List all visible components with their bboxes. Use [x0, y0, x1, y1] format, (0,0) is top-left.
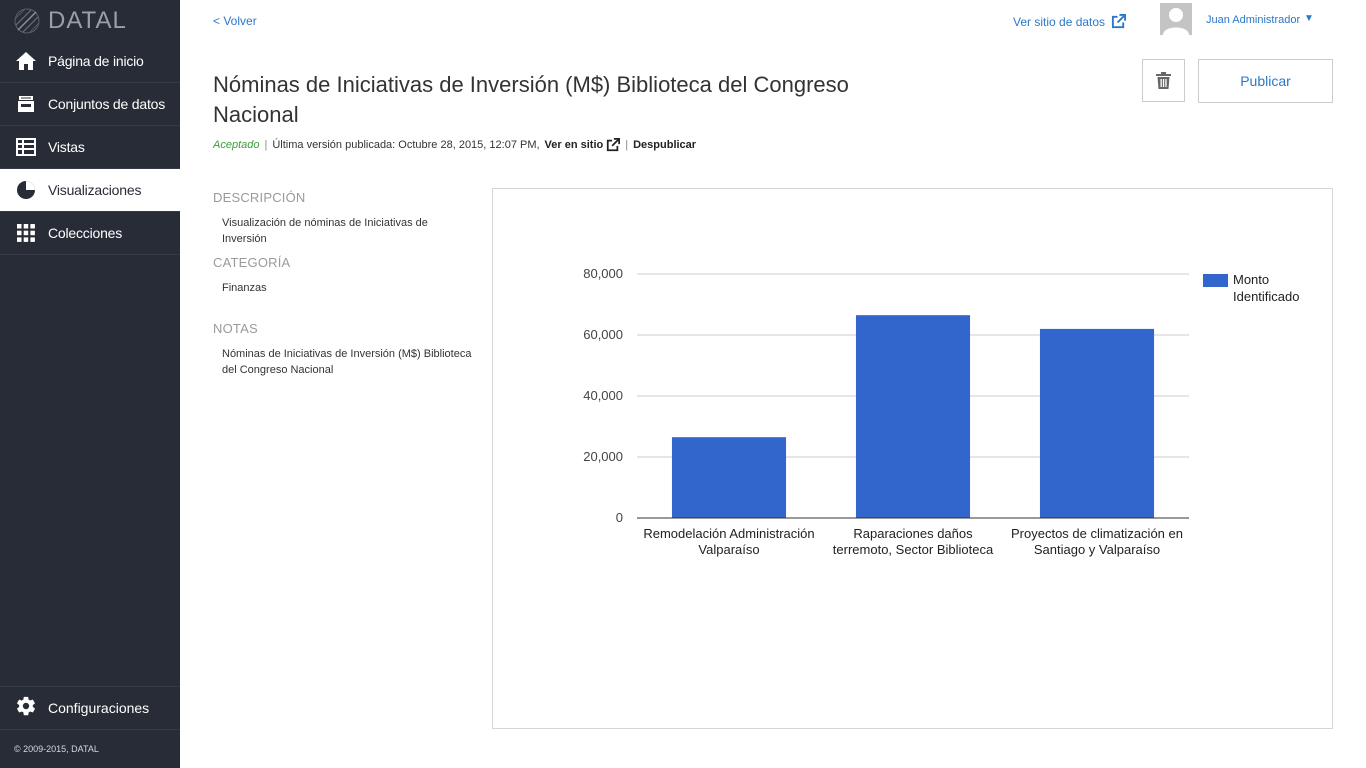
description-value: Visualización de nóminas de Iniciativas …: [222, 217, 428, 245]
status-line: Aceptado | Última versión publicada: Oct…: [213, 138, 696, 152]
separator: |: [625, 139, 629, 151]
page-title: Nóminas de Iniciativas de Inversión (M$)…: [213, 72, 849, 127]
x-tick-label: Santiago y Valparaíso: [1034, 542, 1160, 557]
delete-button[interactable]: [1142, 59, 1185, 102]
sidebar-nav: Página de inicio Conjuntos de datos Vist…: [0, 40, 180, 255]
sidebar-item-visualizations[interactable]: Visualizaciones: [0, 169, 180, 212]
inbox-icon: [15, 93, 37, 115]
view-data-site-link[interactable]: Ver sitio de datos: [1013, 14, 1127, 29]
home-icon: [15, 50, 37, 72]
pie-chart-icon: [15, 179, 37, 201]
sidebar-item-home[interactable]: Página de inicio: [0, 40, 180, 83]
external-link-icon: [1112, 14, 1127, 29]
grid-icon: [15, 222, 37, 244]
logo-text: DATAL: [48, 7, 127, 34]
notes-value: Nóminas de Iniciativas de Inversión (M$)…: [222, 348, 472, 376]
publish-button[interactable]: Publicar: [1198, 59, 1333, 103]
sidebar-item-label: Conjuntos de datos: [48, 96, 166, 112]
status-badge: Aceptado: [213, 139, 260, 151]
sidebar-item-label: Página de inicio: [48, 53, 144, 69]
description-section: DESCRIPCIÓN Visualización de nóminas de …: [213, 190, 473, 247]
separator: |: [264, 139, 268, 151]
avatar[interactable]: [1160, 3, 1192, 35]
y-tick-label: 20,000: [583, 449, 623, 464]
category-heading: CATEGORÍA: [213, 255, 291, 270]
x-tick-label: terremoto, Sector Biblioteca: [833, 542, 994, 557]
y-tick-label: 60,000: [583, 327, 623, 342]
caret-down-icon[interactable]: ▼: [1304, 13, 1314, 24]
sidebar-item-collections[interactable]: Colecciones: [0, 212, 180, 255]
last-version-text: Última versión publicada: Octubre 28, 20…: [272, 139, 540, 151]
description-heading: DESCRIPCIÓN: [213, 190, 306, 205]
legend-label: Monto: [1233, 272, 1269, 287]
sidebar-item-datasets[interactable]: Conjuntos de datos: [0, 83, 180, 126]
trash-icon: [1156, 72, 1171, 89]
table-icon: [15, 136, 37, 158]
notes-heading: NOTAS: [213, 321, 258, 336]
chart-panel: 0 20,000 40,000 60,000 80,000 Remodelación Ad…: [492, 188, 1333, 729]
legend-swatch: [1203, 274, 1228, 287]
unpublish-link[interactable]: Despublicar: [633, 139, 697, 151]
sidebar: DATAL Página de inicio Conjuntos de dato…: [0, 0, 180, 768]
view-on-site-link[interactable]: Ver en sitio: [544, 139, 604, 151]
category-section: CATEGORÍA Finanzas: [213, 255, 473, 296]
view-data-site-label: Ver sitio de datos: [1013, 14, 1106, 29]
bar: [855, 315, 971, 518]
user-avatar-icon: [1160, 3, 1192, 35]
x-tick-label: Remodelación Administración: [643, 526, 814, 541]
external-link-icon[interactable]: [606, 138, 621, 152]
sidebar-item-label: Colecciones: [48, 225, 123, 241]
sidebar-item-settings[interactable]: Configuraciones: [0, 686, 180, 730]
sidebar-item-label: Visualizaciones: [48, 182, 142, 198]
bar: [1039, 328, 1155, 518]
logo[interactable]: DATAL: [14, 6, 127, 36]
legend-label: Identificado: [1233, 289, 1300, 304]
category-value: Finanzas: [222, 282, 267, 294]
y-tick-label: 80,000: [583, 266, 623, 281]
x-tick-label: Proyectos de climatización en: [1011, 526, 1183, 541]
sidebar-item-views[interactable]: Vistas: [0, 126, 180, 169]
x-tick-label: Valparaíso: [698, 542, 759, 557]
bar: [671, 437, 787, 518]
back-link[interactable]: < Volver: [213, 14, 257, 28]
sidebar-item-label: Vistas: [48, 139, 85, 155]
gear-icon: [15, 695, 37, 722]
notes-section: NOTAS Nóminas de Iniciativas de Inversió…: [213, 321, 473, 378]
user-menu-name[interactable]: Juan Administrador: [1206, 14, 1301, 26]
y-tick-label: 0: [616, 510, 623, 525]
bar-chart: 0 20,000 40,000 60,000 80,000 Remodelación Ad…: [583, 266, 1300, 557]
settings-label: Configuraciones: [48, 700, 150, 716]
datal-logo-icon: [14, 8, 40, 34]
x-tick-label: Raparaciones daños: [853, 526, 973, 541]
copyright: © 2009-2015, DATAL: [14, 744, 99, 754]
y-tick-label: 40,000: [583, 388, 623, 403]
